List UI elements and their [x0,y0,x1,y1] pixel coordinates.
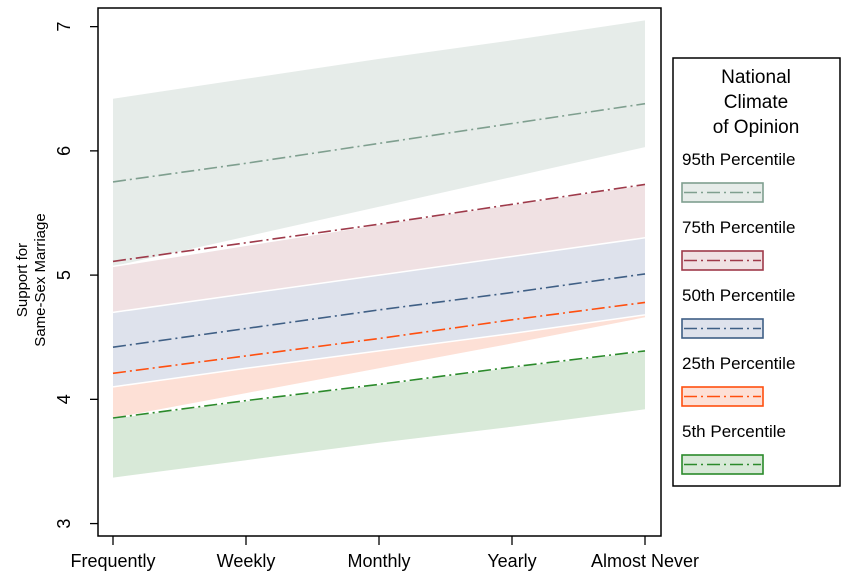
legend-label-2: 50th Percentile [682,286,795,305]
band-series-1 [113,184,645,313]
y-tick-label-3: 6 [54,146,74,156]
axes-layer: 3 4 5 6 7 Frequently Weekly Monthly Yearly Almost… [54,22,699,571]
legend-swatch-0 [681,182,764,203]
legend-label-3: 25th Percentile [682,354,795,373]
band-series-2 [113,237,645,387]
legend-swatch-4 [681,454,764,475]
line-series-1 [112,183,646,263]
y-tick-label-4: 7 [54,22,74,32]
y-axis-title-line-1: Support for [14,243,31,317]
line-series-2 [112,273,646,348]
y-tick-label-0: 3 [54,519,74,529]
y-axis-title-line-2: Same-Sex Marriage [32,213,49,346]
x-tick-label-3: Yearly [487,551,536,571]
x-tick-label-0: Frequently [70,551,155,571]
band-divider-2 [112,237,646,314]
band-series-3 [113,314,645,418]
legend-swatch-1 [681,250,764,271]
line-series-4 [112,350,646,419]
legend-swatch-2 [681,318,764,339]
band-series-4 [113,350,645,478]
lines-layer [112,102,646,419]
x-tick-label-2: Monthly [347,551,410,571]
legend-title-line-1: Climate [724,92,788,113]
legend-label-0: 95th Percentile [682,150,795,169]
line-series-3 [112,301,646,375]
x-tick-label-1: Weekly [217,551,276,571]
line-series-0 [112,102,646,183]
x-tick-label-4: Almost Never [591,551,699,571]
band-divider-3 [112,314,646,388]
legend-label-4: 5th Percentile [682,422,786,441]
legend-swatch-3 [681,386,764,407]
y-tick-label-1: 4 [54,394,74,404]
legend-box [672,57,841,487]
legend-title-line-0: National [721,67,791,88]
y-tick-label-2: 5 [54,270,74,280]
band-series-0 [113,20,645,267]
legend: National Climate of Opinion 95th Percentile… [681,67,800,475]
bands-layer [112,20,646,478]
legend-title-line-2: of Opinion [713,117,800,138]
legend-label-1: 75th Percentile [682,218,795,237]
